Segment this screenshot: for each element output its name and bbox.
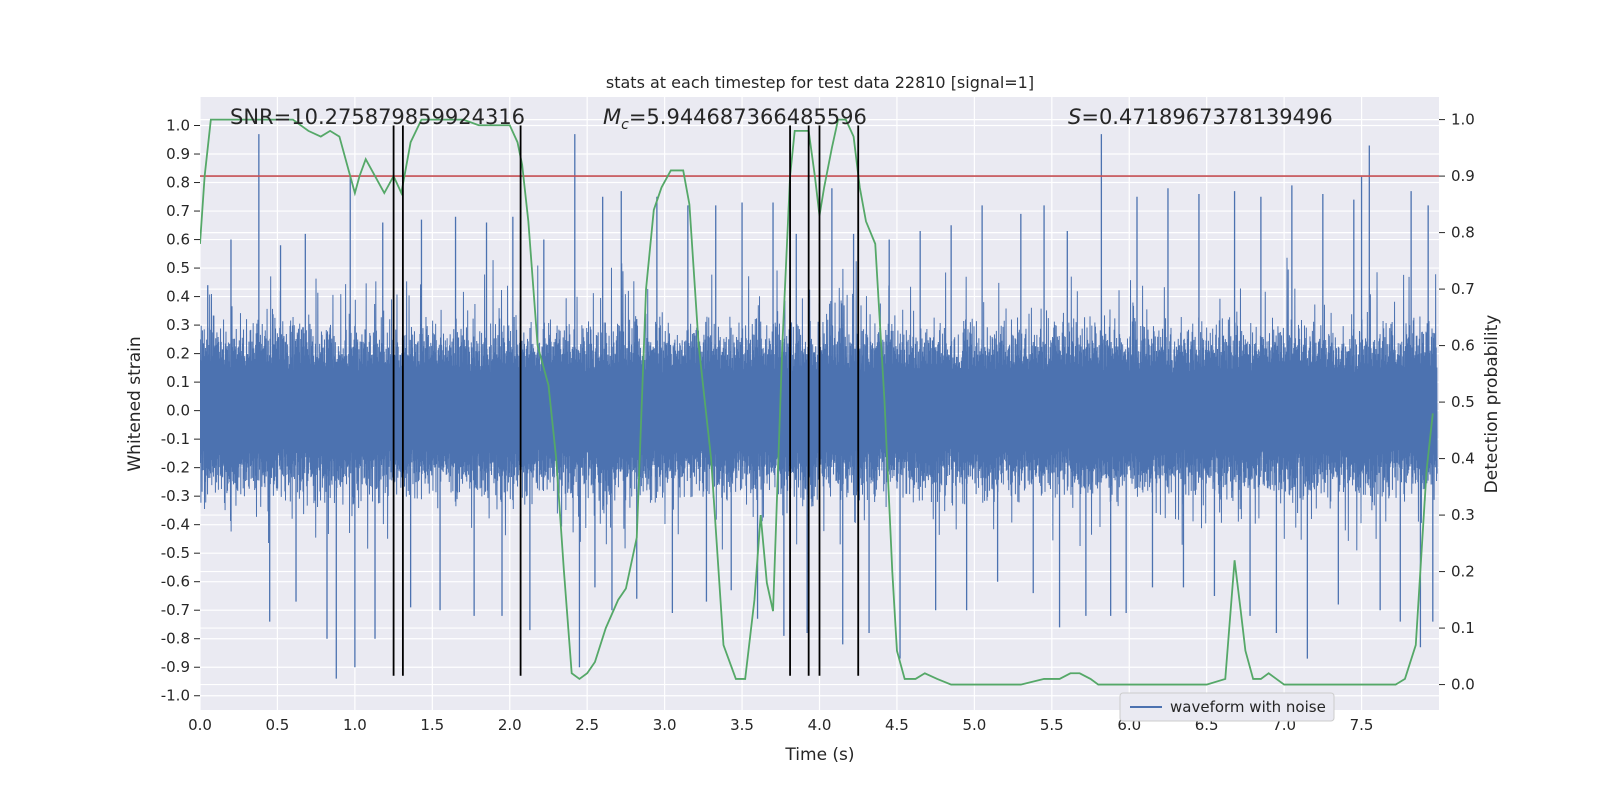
legend-box — [1119, 692, 1335, 722]
x-tick-label: 2.0 — [498, 716, 522, 734]
axes: 0.0 0.5 1.0 1.5 2.0 2.5 3.0 3.5 4.0 4.5 5.0 5.5 6.0 6… — [161, 111, 1475, 734]
y-tick-label: -0.6 — [161, 573, 190, 591]
y-tick-label: -0.9 — [161, 658, 190, 676]
legend-label-waveform: waveform with noise — [1170, 698, 1326, 716]
y-tick-label: 1.0 — [166, 117, 190, 135]
detection-probability-line — [200, 118, 1434, 686]
x-tick-label: 5.0 — [962, 716, 986, 734]
x-tick-label: 0.0 — [188, 716, 212, 734]
x-tick-label: 1.5 — [420, 716, 444, 734]
y-tick-label: 0.7 — [166, 202, 190, 220]
x-tick-label: 1.0 — [343, 716, 367, 734]
waveform-line — [200, 257, 1438, 551]
plot-content — [200, 118, 1439, 686]
y2-tick-label: 0.4 — [1451, 450, 1475, 468]
chart-title: stats at each timestep for test data 228… — [606, 73, 1034, 92]
y2-tick-label: 0.1 — [1451, 619, 1475, 637]
y2-tick-label: 0.0 — [1451, 676, 1475, 694]
y-tick-label: -0.3 — [161, 487, 190, 505]
score-annotation: S=0.4718967378139496 — [1068, 105, 1333, 129]
x-tick-label: 4.0 — [808, 716, 832, 734]
y-tick-label: 0.3 — [166, 316, 190, 334]
y2-axis-label: Detection probability — [1482, 315, 1502, 494]
y-axis-label: Whitened strain — [125, 336, 145, 471]
y-tick-label: 0.8 — [166, 174, 190, 192]
snr-annotation: SNR=10.275879859924316 — [230, 105, 525, 129]
y-tick-label: 0.4 — [166, 288, 190, 306]
y2-tick-label: 0.2 — [1451, 563, 1475, 581]
x-tick-label: 5.5 — [1040, 716, 1064, 734]
x-tick-label: 7.5 — [1350, 716, 1374, 734]
y-tick-label: -0.2 — [161, 459, 190, 477]
y-tick-label: 0.5 — [166, 259, 190, 277]
y2-tick-label: 0.6 — [1451, 337, 1475, 355]
y2-tick-label: 0.3 — [1451, 506, 1475, 524]
x-tick-label: 3.0 — [653, 716, 677, 734]
y-tick-label: 0.9 — [166, 145, 190, 163]
x-tick-label: 3.5 — [730, 716, 754, 734]
y-tick-label: 0.6 — [166, 231, 190, 249]
y2-tick-label: 0.7 — [1451, 280, 1475, 298]
y2-tick-label: 0.9 — [1451, 167, 1475, 185]
y2-tick-label: 0.5 — [1451, 393, 1475, 411]
y-tick-label: -0.7 — [161, 601, 190, 619]
legend: waveform with noise — [1119, 692, 1335, 722]
y-tick-label: -0.4 — [161, 516, 190, 534]
y-tick-label: 0.1 — [166, 373, 190, 391]
x-tick-label: 2.5 — [575, 716, 599, 734]
y-tick-label: 0.0 — [166, 402, 190, 420]
x-axis-label: Time (s) — [784, 745, 854, 765]
chirp-mass-annotation: Mc=5.944687366485596 — [603, 105, 867, 133]
x-tick-label: 0.5 — [266, 716, 290, 734]
y-tick-label: 0.2 — [166, 345, 190, 363]
y-tick-label: -0.5 — [161, 544, 190, 562]
y-tick-label: -0.8 — [161, 630, 190, 648]
x-tick-label: 4.5 — [885, 716, 909, 734]
y-tick-label: -0.1 — [161, 430, 190, 448]
y2-tick-label: 1.0 — [1451, 111, 1475, 129]
y2-tick-label: 0.8 — [1451, 224, 1475, 242]
y-tick-label: -1.0 — [161, 687, 190, 705]
